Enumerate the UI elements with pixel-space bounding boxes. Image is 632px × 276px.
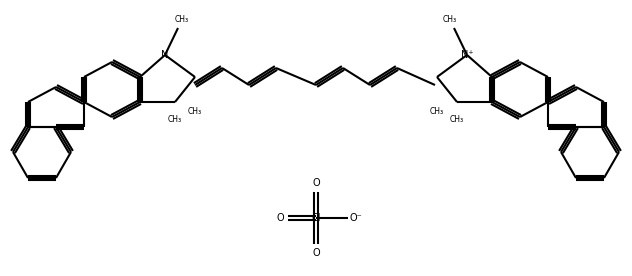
Text: N⁺: N⁺	[461, 50, 473, 60]
Text: CH₃: CH₃	[430, 107, 444, 116]
Text: CH₃: CH₃	[168, 115, 182, 124]
Text: CH₃: CH₃	[450, 115, 464, 124]
Text: CH₃: CH₃	[443, 15, 457, 25]
Text: N: N	[161, 50, 169, 60]
Text: CH₃: CH₃	[175, 15, 189, 25]
Text: O: O	[276, 213, 284, 223]
Text: Cl: Cl	[311, 213, 321, 223]
Text: O: O	[312, 178, 320, 188]
Text: CH₃: CH₃	[188, 107, 202, 116]
Text: O⁻: O⁻	[349, 213, 362, 223]
Text: O: O	[312, 248, 320, 258]
